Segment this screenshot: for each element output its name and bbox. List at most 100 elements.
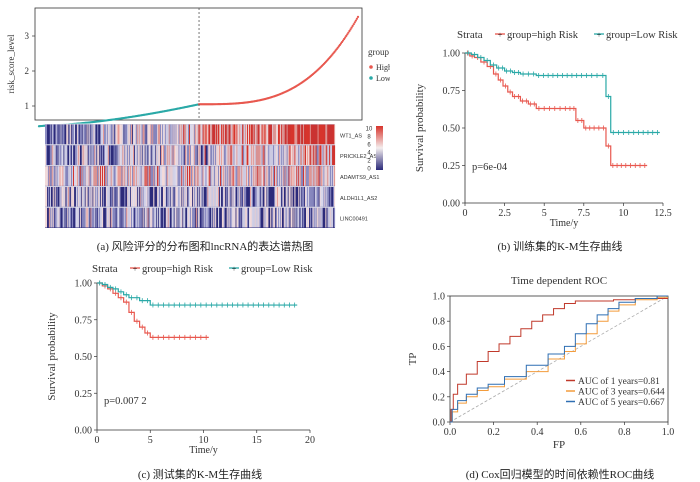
- km-curve-high: [465, 52, 648, 167]
- heatmap-cell: [300, 207, 302, 228]
- heatmap-cell: [268, 124, 270, 145]
- heatmap-cell: [283, 166, 285, 186]
- heatmap-cell: [71, 186, 73, 207]
- heatmap-cell: [290, 166, 292, 186]
- heatmap-cell: [165, 207, 167, 228]
- heatmap-cell: [128, 145, 130, 166]
- heatmap-cell: [132, 166, 135, 186]
- heatmap-cell: [148, 124, 150, 145]
- heatmap-cell: [327, 186, 329, 207]
- heatmap-cell: [330, 124, 332, 145]
- heatmap-cell: [319, 166, 321, 186]
- heatmap-cell: [76, 145, 78, 166]
- heatmap-cell: [264, 124, 266, 145]
- heatmap-cell: [132, 166, 134, 186]
- heatmap-cell: [148, 145, 150, 166]
- heatmap-cell: [245, 207, 247, 228]
- legend-key-glyph: +: [498, 31, 503, 40]
- heatmap-cell: [298, 124, 300, 145]
- heatmap-cell: [90, 166, 92, 186]
- heatmap-cell: [269, 145, 271, 166]
- heatmap-cell: [195, 186, 197, 207]
- heatmap-cell: [321, 207, 323, 228]
- heatmap-cell: [76, 207, 78, 228]
- heatmap-cell: [190, 166, 193, 186]
- heatmap-cell: [115, 186, 117, 207]
- heatmap-cell: [152, 145, 154, 166]
- heatmap-cell: [230, 145, 232, 166]
- heatmap-cell: [303, 186, 305, 207]
- heatmap-cell: [300, 186, 302, 207]
- heatmap-cell: [164, 145, 166, 166]
- heatmap-cell: [178, 186, 180, 207]
- heatmap-cell: [258, 145, 260, 166]
- heatmap-cell: [212, 186, 214, 207]
- heatmap-cell: [102, 124, 104, 145]
- heatmap-cell: [142, 124, 144, 145]
- heatmap-cell: [199, 186, 201, 207]
- heatmap-cell: [108, 166, 110, 186]
- heatmap-cell: [219, 124, 221, 145]
- heatmap-cell: [329, 207, 331, 228]
- heatmap-cell: [66, 124, 68, 145]
- heatmap-cell: [205, 207, 207, 228]
- heatmap-cell: [188, 124, 190, 145]
- heatmap-cell: [209, 145, 211, 166]
- heatmap-cell: [197, 166, 199, 186]
- heatmap-cell: [246, 207, 248, 228]
- heatmap-row-label: PRICKLE2_AS2: [340, 154, 380, 160]
- heatmap-cell: [102, 145, 104, 166]
- heatmap-cell: [224, 145, 226, 166]
- heatmap-cell: [262, 166, 264, 186]
- heatmap-cell: [267, 186, 269, 207]
- heatmap-cell: [262, 124, 264, 145]
- heatmap-cell: [250, 207, 252, 228]
- heatmap-cell: [318, 145, 320, 166]
- heatmap-cell: [218, 207, 220, 228]
- heatmap-cell: [316, 207, 318, 228]
- roc-chart: Time dependent ROC 0.0 0.2 0.4 0.6 0.8 1.0 0.0 0…: [407, 275, 674, 451]
- heatmap-cell: [184, 124, 186, 145]
- heatmap-cell: [257, 186, 259, 207]
- heatmap-cell: [162, 124, 164, 145]
- heatmap-cell: [118, 166, 120, 186]
- heatmap-cell: [139, 124, 141, 145]
- heatmap-cell: [176, 124, 178, 145]
- heatmap-cell: [206, 124, 208, 145]
- heatmap-cell: [135, 124, 137, 145]
- heatmap-cell: [54, 186, 56, 207]
- heatmap-cell: [279, 166, 281, 186]
- heatmap-cell: [163, 124, 165, 145]
- heatmap-cell: [51, 124, 53, 145]
- heatmap-cell: [148, 166, 150, 186]
- heatmap-cell: [285, 124, 287, 145]
- heatmap-cell: [179, 145, 181, 166]
- color-scale-tick: 0: [367, 167, 371, 173]
- heatmap-cell: [61, 186, 63, 207]
- heatmap-cell: [104, 166, 106, 186]
- heatmap-cell: [75, 207, 77, 228]
- heatmap-cell: [67, 124, 69, 145]
- y-tick-label: 3: [25, 31, 30, 41]
- heatmap-cell: [248, 207, 251, 228]
- heatmap-cell: [120, 145, 122, 166]
- heatmap-cell: [118, 186, 120, 207]
- heatmap-cell: [306, 186, 309, 207]
- heatmap-cell: [263, 145, 265, 166]
- heatmap-cell: [266, 166, 268, 186]
- heatmap-cell: [277, 124, 280, 145]
- heatmap-cell: [229, 166, 231, 186]
- x-tick-label: 5: [542, 208, 547, 219]
- heatmap-cell: [103, 124, 106, 145]
- heatmap-cell: [174, 124, 176, 145]
- legend-title: Strata: [92, 263, 118, 275]
- heatmap-cell: [202, 166, 204, 186]
- heatmap-cell: [124, 207, 126, 228]
- y-tick-label: 0.8: [433, 317, 446, 328]
- heatmap-cell: [104, 124, 106, 145]
- heatmap-cell: [83, 207, 85, 228]
- heatmap-cell: [305, 124, 307, 145]
- heatmap-cell: [236, 166, 238, 186]
- heatmap-cell: [230, 166, 232, 186]
- heatmap-cell: [194, 186, 196, 207]
